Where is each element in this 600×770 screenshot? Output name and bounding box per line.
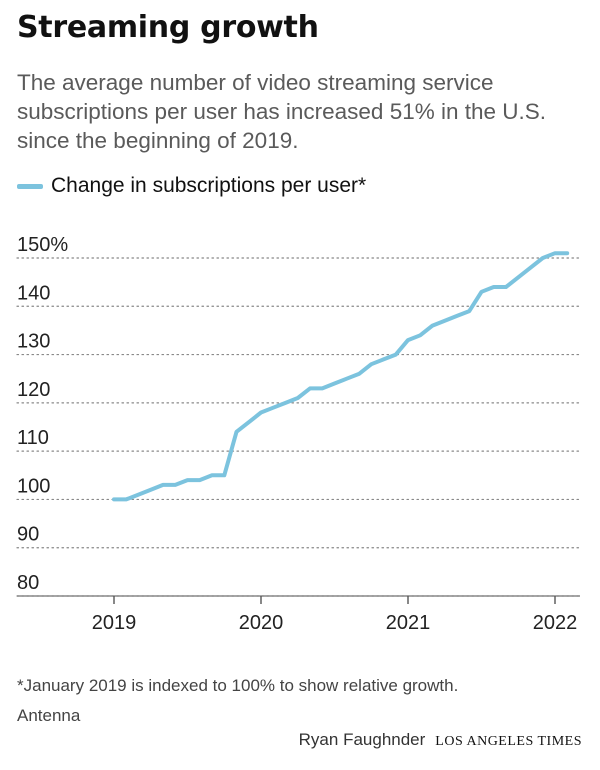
author-credit: Ryan Faughnder: [298, 730, 426, 749]
source: Antenna: [17, 706, 81, 725]
credit: Ryan Faughnder LOS ANGELES TIMES: [299, 730, 582, 750]
x-tick-label: 2019: [92, 612, 137, 634]
legend: Change in subscriptions per user*: [17, 174, 366, 198]
x-axis: 2019 2020 2021 2022: [17, 595, 580, 634]
gridlines: [16, 257, 581, 597]
series-line: [112, 251, 570, 502]
y-tick-label: 90: [17, 524, 39, 546]
y-tick-label: 120: [17, 379, 50, 401]
legend-label: Change in subscriptions per user*: [51, 174, 367, 197]
line-chart: 80 90 100 110 120 130 140 150% 2019 2020 2021 2022: [16, 234, 581, 634]
series: [112, 251, 570, 502]
chart-subtitle: The average number of video streaming se…: [17, 70, 547, 153]
y-tick-label: 140: [17, 282, 50, 304]
y-tick-label: 110: [17, 427, 49, 449]
x-tick-label: 2020: [239, 612, 284, 634]
x-tick-label: 2021: [386, 612, 431, 634]
publication-logo: LOS ANGELES TIMES: [435, 734, 582, 749]
y-tick-label: 150%: [17, 234, 68, 256]
x-tick-label: 2022: [533, 612, 578, 634]
legend-swatch: [17, 183, 43, 189]
y-tick-label: 100: [17, 475, 50, 497]
y-tick-label: 130: [17, 331, 50, 353]
chart-title: Streaming growth: [17, 10, 319, 45]
y-axis-tick-labels: 80 90 100 110 120 130 140 150%: [17, 234, 68, 594]
footnote: *January 2019 is indexed to 100% to show…: [17, 676, 459, 695]
y-tick-label: 80: [17, 572, 39, 594]
